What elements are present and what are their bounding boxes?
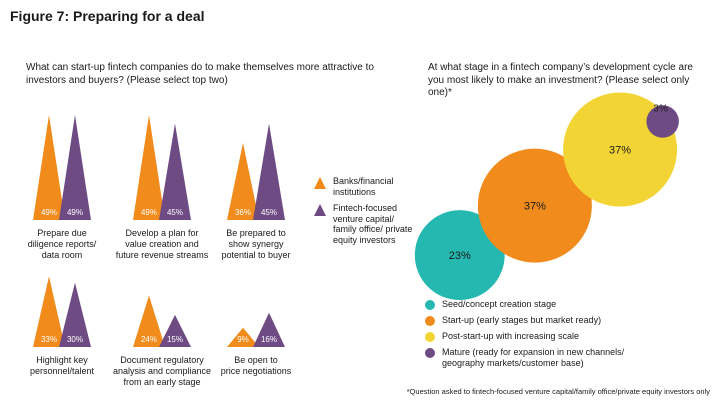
figure-title: Figure 7: Preparing for a deal [10, 8, 205, 24]
triangle-category-label-line: Develop a plan for [125, 228, 199, 238]
bubble-mark-1 [477, 148, 592, 263]
orange-triangle-swatch-icon [314, 177, 326, 189]
legend-item-mature: Mature (ready for expansion in new chann… [424, 347, 639, 368]
triangle-category-label-line: analysis and compliance [112, 366, 212, 376]
triangle-value-label-banks-2: 36% [235, 208, 251, 217]
triangle-mark-fintech-4 [159, 314, 191, 347]
legend-item-fintech-investors: Fintech-focused venture capital/ family … [313, 203, 413, 245]
legend-item-startup: Start-up (early stages but market ready) [424, 315, 601, 327]
triangle-category-label-line: future revenue streams [115, 250, 209, 260]
legend-label-banks: Banks/financial institutions [333, 176, 394, 197]
bubble-value-label-0: 23% [449, 250, 471, 262]
triangle-mark-banks-5 [227, 327, 259, 347]
purple-dot-swatch-icon [425, 348, 435, 358]
triangle-category-label: Highlight key personnel/talent [6, 355, 118, 377]
legend-label-fintech-investors: Fintech-focused venture capital/ family … [333, 203, 413, 245]
triangle-category-label-line: Prepare due [37, 228, 87, 238]
triangle-value-label-banks-3: 33% [41, 335, 57, 344]
yellow-dot-swatch-icon [425, 332, 435, 342]
triangle-category-label-line: show synergy [228, 239, 284, 249]
triangle-category-label: Develop a plan for value creation and futu… [106, 228, 218, 261]
footnote: *Question asked to fintech-focused ventu… [406, 387, 710, 396]
triangle-value-label-banks-1: 49% [141, 208, 157, 217]
triangle-mark-banks-3 [33, 276, 65, 347]
legend-label-startup: Start-up (early stages but market ready) [442, 315, 602, 325]
triangle-mark-fintech-0 [59, 115, 91, 220]
triangle-value-label-fintech-4: 15% [167, 335, 183, 344]
triangle-category-label-line: Be prepared to [226, 228, 286, 238]
triangle-category-label-line: Highlight key [36, 355, 88, 365]
legend-label-mature: Mature (ready for expansion in new chann… [442, 347, 625, 368]
triangle-category-label-line: data room [41, 250, 83, 260]
triangle-category-label: Be open to price negotiations [200, 355, 312, 377]
triangle-mark-fintech-2 [253, 123, 285, 220]
triangle-mark-banks-2 [227, 142, 259, 220]
legend-item-banks: Banks/financial institutions [313, 176, 413, 197]
triangle-value-label-banks-4: 24% [141, 335, 157, 344]
triangle-value-label-fintech-0: 49% [67, 208, 83, 217]
triangle-category-label: Prepare due diligence reports/data room [6, 228, 118, 261]
triangle-mark-banks-0 [33, 115, 65, 220]
purple-triangle-swatch-icon [314, 204, 326, 216]
legend-label-post-startup: Post-start-up with increasing scale [442, 331, 580, 341]
triangle-value-label-banks-0: 49% [41, 208, 57, 217]
triangle-mark-fintech-3 [59, 282, 91, 347]
triangle-value-label-fintech-1: 45% [167, 208, 183, 217]
legend-item-seed: Seed/concept creation stage [424, 299, 556, 311]
triangle-category-label: Document regulatory analysis and complian… [106, 355, 218, 388]
bubble-value-label-2: 37% [609, 145, 631, 157]
orange-dot-swatch-icon [425, 316, 435, 326]
triangle-mark-banks-4 [133, 295, 165, 347]
triangle-category-label-line: value creation and [125, 239, 199, 249]
triangle-category-label-line: Be open to [234, 355, 278, 365]
teal-dot-swatch-icon [425, 300, 435, 310]
triangle-mark-fintech-1 [159, 123, 191, 220]
bubble-mark-0 [414, 210, 505, 301]
triangle-value-label-banks-5: 9% [237, 335, 249, 344]
triangle-category-label: Be prepared to show synergy potential to b… [200, 228, 312, 261]
triangle-category-label-line: Document regulatory [120, 355, 204, 365]
triangle-value-label-fintech-3: 30% [67, 335, 83, 344]
triangle-category-label-line: personnel/talent [29, 366, 95, 376]
bubble-value-label-1: 37% [524, 201, 546, 213]
right-question: At what stage in a fintech company’s dev… [428, 62, 693, 98]
triangle-category-label-line: from an early stage [123, 377, 201, 387]
triangle-mark-fintech-5 [253, 312, 285, 347]
triangle-category-label-line: price negotiations [220, 366, 292, 376]
bubble-value-label-3: 3% [653, 104, 668, 115]
legend-item-post-startup: Post-start-up with increasing scale [424, 331, 579, 343]
triangle-value-label-fintech-2: 45% [261, 208, 277, 217]
left-question: What can start-up fintech companies do t… [26, 62, 374, 86]
triangle-value-label-fintech-5: 16% [261, 335, 277, 344]
triangle-mark-banks-1 [133, 115, 165, 220]
legend-label-seed: Seed/concept creation stage [442, 299, 557, 309]
triangle-category-label-line: potential to buyer [221, 250, 291, 260]
triangle-category-label-line: diligence reports/ [27, 239, 97, 249]
bubble-mark-3 [646, 105, 679, 138]
